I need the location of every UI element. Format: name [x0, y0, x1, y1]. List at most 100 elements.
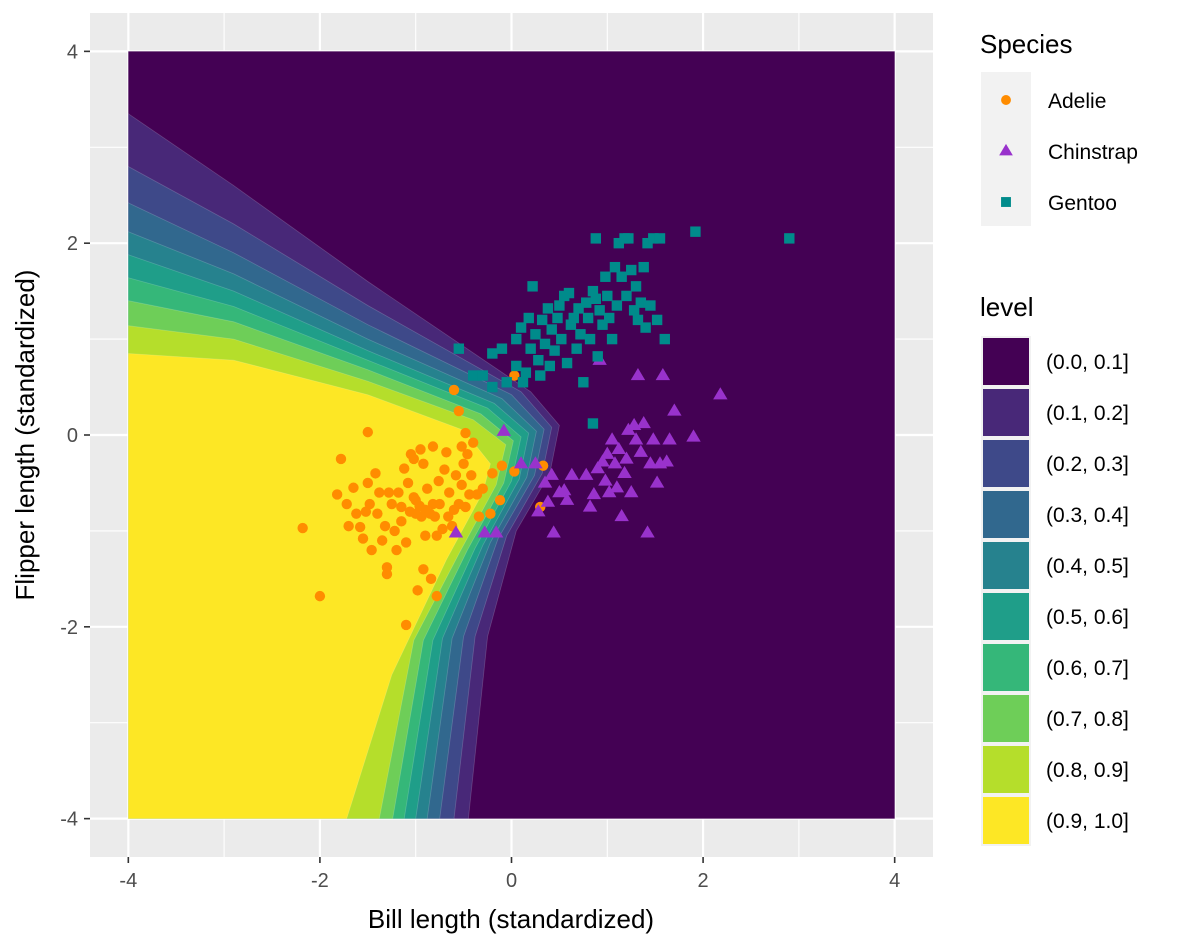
chinstrap-point [546, 525, 561, 538]
legend-key-adelie [1001, 95, 1011, 105]
adelie-point [412, 585, 423, 596]
y-tick-label: -2 [60, 617, 78, 639]
level-legend-swatch [983, 338, 1029, 385]
gentoo-point [565, 319, 577, 330]
adelie-point [458, 458, 469, 469]
gentoo-point [584, 333, 596, 345]
gentoo-point [487, 381, 498, 393]
chinstrap-point [595, 454, 610, 467]
adelie-point [467, 437, 479, 448]
adelie-point [376, 535, 388, 546]
adelie-point [456, 441, 467, 452]
gentoo-point [556, 333, 567, 345]
legend-label-chinstrap: Chinstrap [1048, 141, 1138, 164]
adelie-point [431, 590, 442, 602]
adelie-point [485, 508, 496, 519]
adelie-point [348, 482, 359, 493]
chinstrap-point [655, 368, 671, 381]
adelie-point [393, 487, 404, 498]
adelie-point [460, 427, 471, 439]
adelie-point [402, 477, 414, 489]
gentoo-point [616, 271, 627, 282]
chinstrap-point [619, 451, 634, 464]
adelie-point [381, 562, 393, 573]
gentoo-point [587, 285, 599, 297]
adelie-point [425, 573, 437, 585]
gentoo-point [600, 271, 611, 282]
adelie-point [441, 447, 452, 458]
x-tick-label: -2 [311, 870, 329, 892]
adelie-point [415, 444, 426, 455]
gentoo-point [587, 418, 599, 429]
gentoo-point [496, 343, 508, 354]
chinstrap-point [617, 465, 632, 479]
gentoo-point [621, 290, 632, 302]
chinstrap-point [544, 467, 559, 480]
chinstrap-point [628, 432, 644, 445]
chinstrap-point [611, 441, 626, 455]
gentoo-point [626, 264, 637, 276]
adelie-point [448, 384, 460, 396]
chinstrap-point [513, 456, 529, 469]
gentoo-point [690, 226, 701, 237]
gentoo-point [659, 333, 670, 345]
chinstrap-point [624, 485, 639, 498]
adelie-point [473, 511, 485, 522]
level-legend-swatch [983, 491, 1029, 538]
x-tick-label: 2 [698, 870, 709, 892]
gentoo-point [561, 357, 573, 369]
gentoo-point [592, 351, 603, 362]
gentoo-point [515, 322, 527, 333]
gentoo-point [611, 300, 623, 311]
gentoo-point [527, 281, 538, 292]
gentoo-point [613, 237, 624, 249]
adelie-point [396, 501, 407, 513]
adelie-point [460, 501, 471, 513]
chinstrap-point [607, 456, 623, 469]
gentoo-point [638, 261, 649, 273]
chinstrap-point [636, 415, 651, 429]
adelie-point [427, 441, 439, 452]
chinstrap-point [448, 525, 464, 538]
adelie-point [362, 477, 374, 489]
gentoo-point [602, 290, 613, 302]
legend-label-adelie: Adelie [1048, 90, 1106, 113]
level-legend-swatch [983, 797, 1029, 844]
adelie-point [456, 479, 467, 491]
gentoo-point [645, 300, 656, 311]
adelie-point [391, 544, 402, 556]
adelie-point [314, 590, 326, 602]
adelie-point [453, 405, 465, 417]
adelie-point [418, 458, 429, 469]
y-tick-label: -4 [60, 809, 78, 831]
gentoo-point [554, 300, 565, 311]
species-legend: Species Adelie Chinstrap Gentoo [980, 29, 1138, 226]
adelie-point [383, 487, 395, 498]
chinstrap-point [586, 486, 602, 500]
chinstrap-point [528, 456, 543, 469]
level-legend-swatch [983, 440, 1029, 487]
gentoo-point [623, 233, 634, 244]
adelie-point [372, 508, 383, 519]
adelie-point [466, 470, 477, 481]
level-legend-label: (0.3, 0.4] [1046, 504, 1129, 527]
gentoo-point [568, 312, 579, 324]
legend-label-gentoo: Gentoo [1048, 192, 1117, 215]
chinstrap-point [496, 423, 512, 436]
level-legend-label: (0.5, 0.6] [1046, 606, 1129, 629]
chinstrap-point [633, 444, 649, 457]
gentoo-point [511, 360, 522, 372]
level-legend-label: (0.2, 0.3] [1046, 453, 1129, 476]
adelie-point [429, 511, 441, 522]
chinstrap-point [649, 475, 665, 488]
adelie-point [464, 489, 475, 500]
gentoo-point [590, 233, 601, 244]
adelie-point [399, 463, 410, 474]
chinstrap-point [713, 387, 728, 400]
level-legend-label: (0.7, 0.8] [1046, 708, 1129, 731]
y-tick-label: 4 [67, 41, 78, 63]
adelie-point [400, 537, 412, 548]
chinstrap-point [579, 467, 594, 480]
adelie-point [494, 495, 506, 506]
